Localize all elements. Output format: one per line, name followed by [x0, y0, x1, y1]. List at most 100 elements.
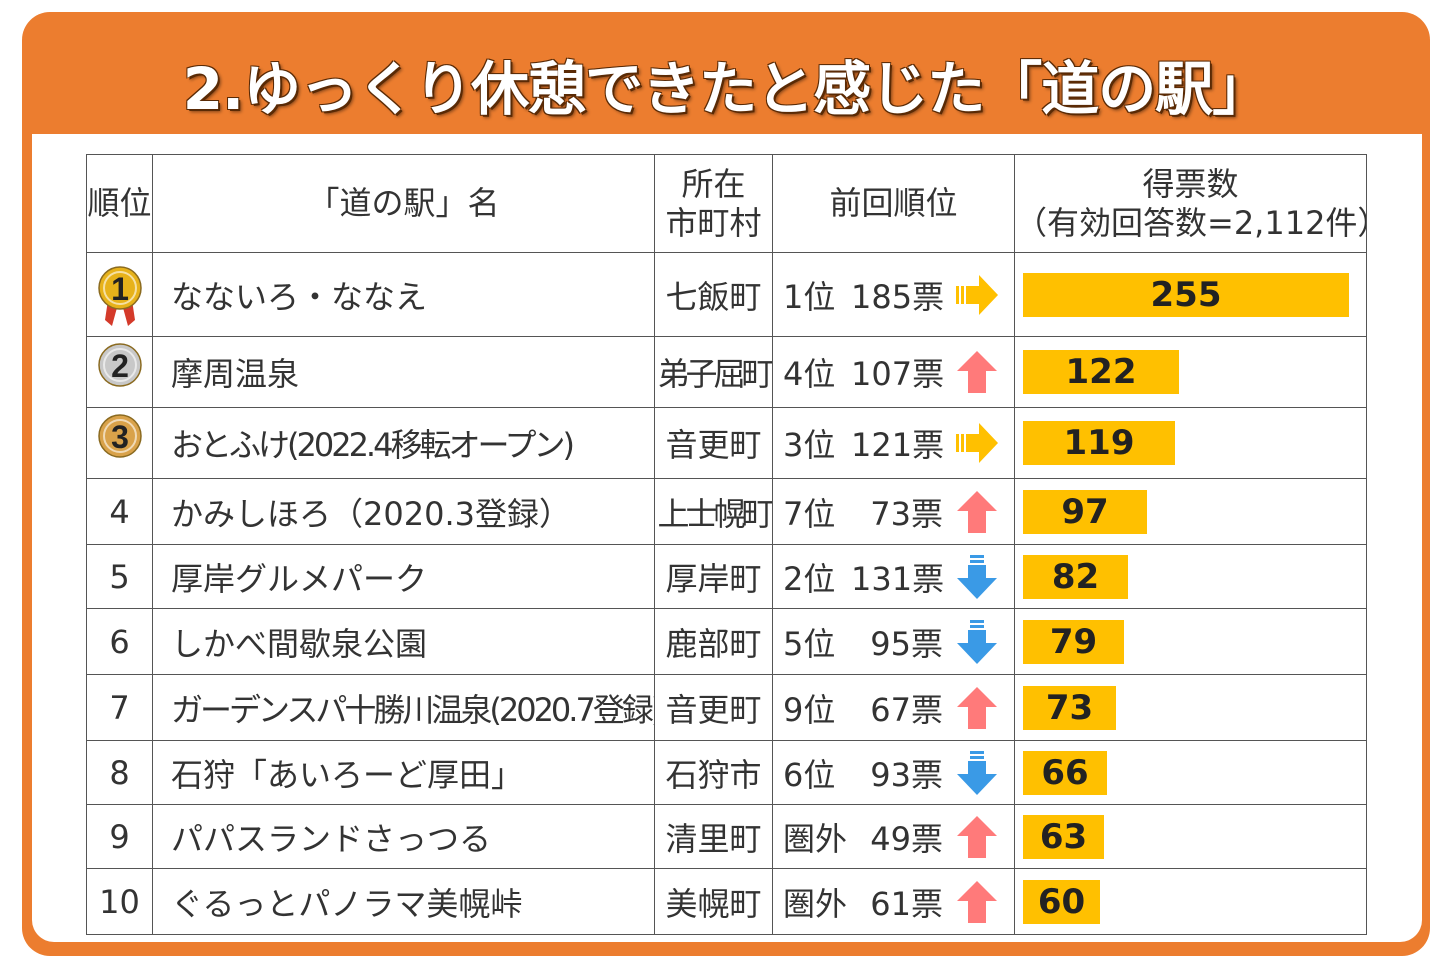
previous-votes: 73票 — [870, 494, 943, 533]
previous-votes: 61票 — [870, 884, 943, 923]
previous-rank-cell: 9位 67票 — [772, 674, 1015, 741]
header-prev: 前回順位 — [772, 154, 1015, 253]
header-city-line2: 市町村 — [665, 203, 762, 242]
table-row: 2 摩周温泉 弟子屈町 4位 107票 122 — [86, 336, 1367, 408]
station-name: なないろ・ななえ — [152, 252, 655, 337]
votes-value-label: 66 — [1041, 752, 1089, 793]
previous-rank: 5位 — [783, 624, 836, 663]
votes-bar: 63 — [1023, 814, 1104, 859]
header-name: 「道の駅」名 — [152, 154, 655, 253]
rank-cell: 1 — [86, 252, 153, 337]
station-name: ぐるっとパノラマ美幌峠 — [152, 868, 655, 935]
table-body: 1 なないろ・ななえ 七飯町 1位 185票 255 2 摩周温泉 弟子屈町 4位 107票 122 3… — [86, 252, 1367, 935]
table-row: 8 石狩「あいろーど厚田」 石狩市 6位 93票 66 — [86, 740, 1367, 805]
arrow-down-icon — [957, 750, 997, 795]
votes-value-label: 255 — [1150, 274, 1222, 315]
arrow-up-icon — [957, 815, 997, 858]
votes-value-label: 63 — [1039, 816, 1088, 857]
rank-number: 8 — [109, 753, 130, 792]
medal-rank-number: 1 — [111, 271, 129, 307]
station-name: しかべ間歇泉公園 — [152, 608, 655, 675]
previous-rank-cell: 圏外 61票 — [772, 868, 1015, 935]
votes-cell: 79 — [1014, 608, 1367, 675]
votes-bar: 119 — [1023, 421, 1175, 465]
previous-votes: 131票 — [851, 559, 945, 598]
previous-rank: 1位 — [783, 277, 836, 316]
votes-value-label: 119 — [1063, 423, 1135, 463]
header-city: 所在 市町村 — [654, 154, 773, 253]
votes-cell: 66 — [1014, 740, 1367, 805]
table-row: 6 しかべ間歇泉公園 鹿部町 5位 95票 79 — [86, 608, 1367, 675]
previous-rank-cell: 3位 121票 — [772, 407, 1015, 479]
votes-value-label: 97 — [1061, 491, 1109, 532]
votes-value-label: 60 — [1037, 881, 1086, 922]
arrow-right-icon — [956, 423, 998, 463]
previous-rank: 4位 — [783, 355, 836, 393]
votes-value-label: 122 — [1065, 352, 1137, 392]
previous-rank-cell: 圏外 49票 — [772, 804, 1015, 869]
votes-cell: 60 — [1014, 868, 1367, 935]
votes-bar: 97 — [1023, 489, 1147, 534]
rank-number: 7 — [109, 688, 130, 727]
rank-cell: 5 — [86, 544, 153, 609]
city-name: 音更町 — [654, 674, 773, 741]
votes-value-label: 82 — [1051, 556, 1100, 597]
arrow-down-icon — [957, 619, 997, 664]
header-row: 順位 「道の駅」名 所在 市町村 前回順位 得票数 （有効回答数=2,112件） — [86, 154, 1367, 253]
votes-cell: 73 — [1014, 674, 1367, 741]
votes-cell: 63 — [1014, 804, 1367, 869]
previous-rank: 圏外 — [783, 884, 848, 923]
previous-votes: 185票 — [851, 277, 945, 316]
previous-rank: 6位 — [783, 755, 836, 794]
header-votes-line1: 得票数 — [1142, 165, 1239, 204]
votes-value-label: 73 — [1045, 687, 1094, 728]
previous-rank-cell: 6位 93票 — [772, 740, 1015, 805]
city-name: 石狩市 — [654, 740, 773, 805]
rank-cell: 3 — [86, 407, 153, 479]
previous-rank-cell: 4位 107票 — [772, 336, 1015, 408]
rank-cell: 4 — [86, 478, 153, 545]
previous-votes: 67票 — [870, 690, 943, 729]
votes-cell: 82 — [1014, 544, 1367, 609]
previous-votes: 49票 — [870, 819, 943, 858]
page-title: 2.ゆっくり休憩できたと感じた「道の駅」 — [182, 55, 1270, 123]
previous-rank: 7位 — [783, 494, 836, 533]
previous-rank-cell: 7位 73票 — [772, 478, 1015, 545]
arrow-up-icon — [957, 490, 997, 533]
votes-value-label: 79 — [1049, 621, 1098, 662]
rank-number: 5 — [109, 557, 130, 596]
previous-rank-cell: 5位 95票 — [772, 608, 1015, 675]
previous-rank: 9位 — [783, 690, 836, 729]
silver-medal-icon: 2 — [97, 343, 142, 387]
votes-cell: 119 — [1014, 407, 1367, 479]
city-name: 音更町 — [654, 407, 773, 479]
previous-votes: 93票 — [870, 755, 943, 794]
station-name: パパスランドさっつる — [152, 804, 655, 869]
arrow-up-icon — [957, 351, 997, 393]
ranking-table: 順位 「道の駅」名 所在 市町村 前回順位 得票数 （有効回答数=2,112件）… — [86, 154, 1367, 935]
votes-cell: 97 — [1014, 478, 1367, 545]
station-name: かみしほろ（2020.3登録） — [152, 478, 655, 545]
rank-number: 6 — [109, 622, 130, 661]
votes-cell: 255 — [1014, 252, 1367, 337]
table-row: 1 なないろ・ななえ 七飯町 1位 185票 255 — [86, 252, 1367, 337]
votes-bar: 82 — [1023, 554, 1128, 599]
table-row: 7 ガーデンスパ十勝川温泉(2020.7登録) 音更町 9位 67票 73 — [86, 674, 1367, 741]
arrow-down-icon — [957, 554, 997, 599]
table-row: 3 おとふけ(2022.4移転オープン) 音更町 3位 121票 119 — [86, 407, 1367, 479]
station-name: 厚岸グルメパーク — [152, 544, 655, 609]
city-name: 弟子屈町 — [654, 336, 773, 408]
rank-number: 10 — [99, 882, 140, 921]
arrow-up-icon — [957, 686, 997, 729]
votes-bar: 79 — [1023, 619, 1124, 664]
previous-votes: 107票 — [851, 355, 945, 393]
table-row: 4 かみしほろ（2020.3登録） 上士幌町 7位 73票 97 — [86, 478, 1367, 545]
city-name: 厚岸町 — [654, 544, 773, 609]
station-name: 石狩「あいろーど厚田」 — [152, 740, 655, 805]
votes-bar: 122 — [1023, 350, 1179, 394]
votes-bar: 73 — [1023, 685, 1116, 730]
arrow-up-icon — [957, 880, 997, 923]
previous-votes: 95票 — [870, 624, 943, 663]
station-name: 摩周温泉 — [152, 336, 655, 408]
votes-cell: 122 — [1014, 336, 1367, 408]
